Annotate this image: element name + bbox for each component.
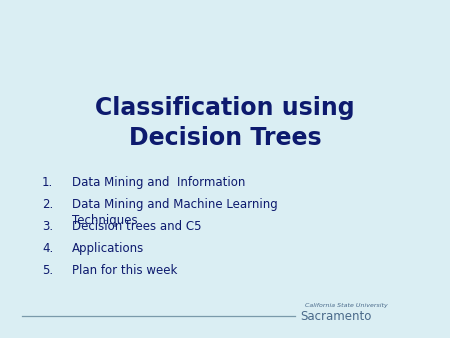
Text: Data Mining and  Information: Data Mining and Information <box>72 176 245 189</box>
Text: 2.: 2. <box>42 198 53 211</box>
Text: Decision trees and C5: Decision trees and C5 <box>72 220 202 233</box>
Text: 1.: 1. <box>42 176 53 189</box>
Text: 5.: 5. <box>42 264 53 277</box>
Text: California State University: California State University <box>305 303 388 308</box>
Text: Applications: Applications <box>72 242 144 255</box>
Text: Plan for this week: Plan for this week <box>72 264 177 277</box>
Text: Data Mining and Machine Learning
Techniques: Data Mining and Machine Learning Techniq… <box>72 198 278 227</box>
Text: 4.: 4. <box>42 242 53 255</box>
Text: Sacramento: Sacramento <box>300 310 371 323</box>
Text: 3.: 3. <box>42 220 53 233</box>
Text: Classification using
Decision Trees: Classification using Decision Trees <box>95 96 355 150</box>
